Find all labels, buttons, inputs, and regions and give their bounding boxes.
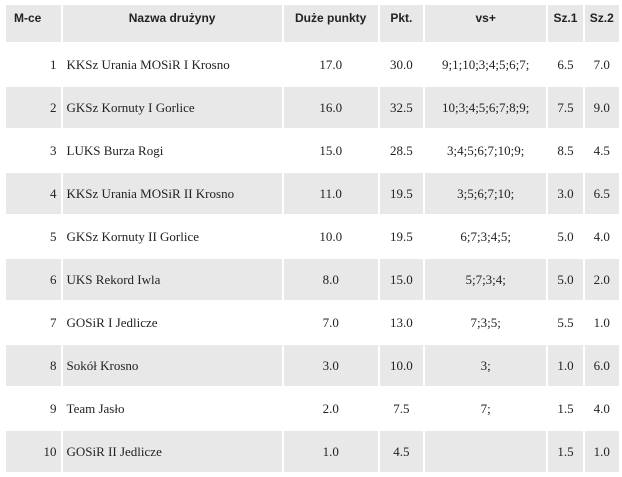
row-vs: [425, 431, 547, 472]
row-big-points: 11.0: [283, 173, 378, 214]
row-points: 19.5: [379, 216, 424, 257]
row-team: GOSiR II Jedlicze: [62, 431, 282, 472]
row-team: KKSz Urania MOSiR II Krosno: [62, 173, 282, 214]
row-big-points: 3.0: [283, 345, 378, 386]
row-sz1: 3.0: [548, 173, 583, 214]
row-points: 30.0: [379, 44, 424, 85]
table-row: 1 KKSz Urania MOSiR I Krosno 17.0 30.0 9…: [6, 44, 619, 85]
row-vs: 3;5;6;7;10;: [425, 173, 547, 214]
header-vs: vs+: [425, 5, 547, 42]
table-row: 3 LUKS Burza Rogi 15.0 28.5 3;4;5;6;7;10…: [6, 130, 619, 171]
table-row: 5 GKSz Kornuty II Gorlice 10.0 19.5 6;7;…: [6, 216, 619, 257]
row-sz1: 1.5: [548, 388, 583, 429]
header-row: M-ce Nazwa drużyny Duże punkty Pkt. vs+ …: [6, 5, 619, 42]
row-place: 5: [6, 216, 61, 257]
row-sz1: 5.5: [548, 302, 583, 343]
row-sz1: 7.5: [548, 87, 583, 128]
row-sz1: 5.0: [548, 216, 583, 257]
standings-table: M-ce Nazwa drużyny Duże punkty Pkt. vs+ …: [4, 3, 621, 474]
row-place: 7: [6, 302, 61, 343]
row-big-points: 10.0: [283, 216, 378, 257]
row-team: Team Jasło: [62, 388, 282, 429]
header-big-points: Duże punkty: [283, 5, 378, 42]
row-sz1: 8.5: [548, 130, 583, 171]
table-row: 9 Team Jasło 2.0 7.5 7; 1.5 4.0: [6, 388, 619, 429]
row-vs: 3;: [425, 345, 547, 386]
row-sz2: 1.0: [584, 431, 619, 472]
row-vs: 10;3;4;5;6;7;8;9;: [425, 87, 547, 128]
row-points: 28.5: [379, 130, 424, 171]
row-big-points: 15.0: [283, 130, 378, 171]
row-sz1: 1.5: [548, 431, 583, 472]
row-points: 4.5: [379, 431, 424, 472]
row-points: 13.0: [379, 302, 424, 343]
table-row: 2 GKSz Kornuty I Gorlice 16.0 32.5 10;3;…: [6, 87, 619, 128]
row-sz1: 6.5: [548, 44, 583, 85]
header-sz2: Sz.2: [584, 5, 619, 42]
row-points: 32.5: [379, 87, 424, 128]
row-place: 6: [6, 259, 61, 300]
row-place: 3: [6, 130, 61, 171]
row-sz2: 7.0: [584, 44, 619, 85]
table-row: 10 GOSiR II Jedlicze 1.0 4.5 1.5 1.0: [6, 431, 619, 472]
row-sz2: 4.0: [584, 216, 619, 257]
row-points: 7.5: [379, 388, 424, 429]
row-place: 2: [6, 87, 61, 128]
row-sz2: 2.0: [584, 259, 619, 300]
row-sz2: 4.0: [584, 388, 619, 429]
row-vs: 6;7;3;4;5;: [425, 216, 547, 257]
row-sz2: 6.0: [584, 345, 619, 386]
row-place: 10: [6, 431, 61, 472]
row-big-points: 8.0: [283, 259, 378, 300]
row-team: GKSz Kornuty II Gorlice: [62, 216, 282, 257]
row-big-points: 7.0: [283, 302, 378, 343]
row-big-points: 16.0: [283, 87, 378, 128]
row-place: 1: [6, 44, 61, 85]
row-points: 19.5: [379, 173, 424, 214]
row-team: GOSiR I Jedlicze: [62, 302, 282, 343]
row-sz1: 1.0: [548, 345, 583, 386]
row-big-points: 17.0: [283, 44, 378, 85]
header-team: Nazwa drużyny: [62, 5, 282, 42]
row-sz1: 5.0: [548, 259, 583, 300]
row-points: 15.0: [379, 259, 424, 300]
row-points: 10.0: [379, 345, 424, 386]
header-points: Pkt.: [379, 5, 424, 42]
row-team: Sokół Krosno: [62, 345, 282, 386]
row-place: 8: [6, 345, 61, 386]
row-vs: 9;1;10;3;4;5;6;7;: [425, 44, 547, 85]
row-team: GKSz Kornuty I Gorlice: [62, 87, 282, 128]
row-team: KKSz Urania MOSiR I Krosno: [62, 44, 282, 85]
row-vs: 7;: [425, 388, 547, 429]
row-place: 4: [6, 173, 61, 214]
table-row: 6 UKS Rekord Iwla 8.0 15.0 5;7;3;4; 5.0 …: [6, 259, 619, 300]
table-row: 7 GOSiR I Jedlicze 7.0 13.0 7;3;5; 5.5 1…: [6, 302, 619, 343]
row-sz2: 1.0: [584, 302, 619, 343]
row-big-points: 1.0: [283, 431, 378, 472]
row-vs: 3;4;5;6;7;10;9;: [425, 130, 547, 171]
row-sz2: 6.5: [584, 173, 619, 214]
table-row: 4 KKSz Urania MOSiR II Krosno 11.0 19.5 …: [6, 173, 619, 214]
table-row: 8 Sokół Krosno 3.0 10.0 3; 1.0 6.0: [6, 345, 619, 386]
header-sz1: Sz.1: [548, 5, 583, 42]
row-team: UKS Rekord Iwla: [62, 259, 282, 300]
row-sz2: 4.5: [584, 130, 619, 171]
row-big-points: 2.0: [283, 388, 378, 429]
row-sz2: 9.0: [584, 87, 619, 128]
row-vs: 7;3;5;: [425, 302, 547, 343]
row-vs: 5;7;3;4;: [425, 259, 547, 300]
header-place: M-ce: [6, 5, 61, 42]
row-team: LUKS Burza Rogi: [62, 130, 282, 171]
row-place: 9: [6, 388, 61, 429]
